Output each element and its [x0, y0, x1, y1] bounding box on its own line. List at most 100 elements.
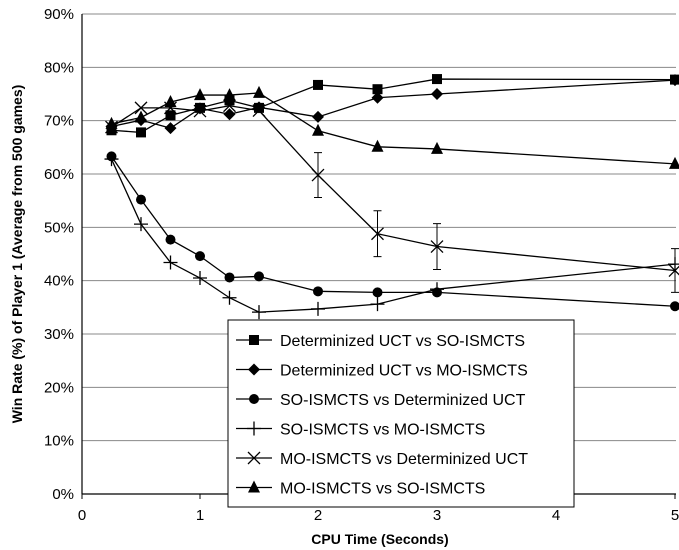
data-point — [165, 234, 176, 245]
data-point — [430, 282, 444, 297]
y-tick-label: 20% — [44, 379, 74, 396]
data-point — [312, 110, 324, 123]
series-triangle — [105, 85, 679, 169]
y-tick-label: 60% — [44, 166, 74, 183]
y-axis-label: Win Rate (%) of Player 1 (Average from 5… — [9, 85, 25, 424]
y-tick-label: 10% — [44, 433, 74, 450]
data-point — [252, 104, 266, 117]
x-tick-label: 3 — [433, 507, 441, 524]
data-point — [163, 255, 178, 270]
data-point — [222, 290, 237, 305]
data-point — [372, 287, 383, 298]
x-axis-label: CPU Time (Seconds) — [311, 531, 448, 547]
data-point — [135, 110, 147, 123]
data-point — [669, 156, 679, 169]
data-point — [431, 141, 443, 154]
legend-item: MO-ISMCTS vs SO-ISMCTS — [236, 480, 485, 498]
data-point — [104, 152, 119, 167]
series-layer — [104, 74, 679, 320]
data-point — [193, 104, 207, 118]
legend-box — [227, 319, 575, 508]
data-point — [164, 95, 177, 107]
series-line — [111, 105, 676, 272]
legend-item: SO-ISMCTS vs Determinized UCT — [236, 392, 526, 409]
legend-label: MO-ISMCTS vs SO-ISMCTS — [280, 481, 485, 498]
data-point — [223, 99, 236, 113]
data-point — [223, 108, 236, 121]
y-tick-label: 0% — [52, 486, 74, 503]
series-plus — [104, 152, 679, 320]
x-tick-label: 0 — [78, 507, 86, 524]
legend-item: Determinized UCT vs SO-ISMCTS — [236, 333, 525, 350]
data-point — [247, 451, 261, 465]
y-tick-label: 30% — [44, 326, 74, 343]
legend-item: MO-ISMCTS vs Determinized UCT — [236, 451, 528, 468]
x-tick-label: 1 — [196, 507, 204, 524]
y-tick-label: 70% — [44, 113, 74, 130]
data-point — [105, 116, 118, 129]
x-tick-labels: 0 1 2 3 4 5 — [78, 507, 679, 524]
data-point — [249, 335, 259, 345]
data-point — [193, 271, 207, 285]
series-line — [110, 158, 676, 313]
legend-label: SO-ISMCTS vs Determinized UCT — [280, 392, 526, 409]
data-point — [313, 79, 323, 90]
legend-label: Determinized UCT vs MO-ISMCTS — [280, 363, 528, 380]
grid-lines — [82, 13, 676, 495]
data-point — [134, 101, 148, 115]
data-point — [248, 363, 260, 376]
data-point — [224, 272, 235, 283]
data-point — [371, 139, 384, 152]
series-diamond — [105, 74, 679, 135]
data-point — [430, 240, 444, 253]
legend-label: MO-ISMCTS vs Determinized UCT — [280, 451, 528, 468]
data-point — [371, 227, 384, 241]
data-point — [195, 251, 205, 262]
series-square — [106, 74, 679, 138]
data-point — [253, 85, 265, 98]
data-point — [165, 110, 176, 121]
data-point — [194, 88, 206, 101]
series-line — [111, 79, 676, 129]
data-point — [432, 74, 442, 85]
data-point — [254, 271, 264, 282]
data-point — [248, 480, 260, 493]
data-point — [136, 194, 146, 205]
series-circle — [106, 151, 679, 312]
data-point — [311, 301, 325, 316]
x-tick-label: 2 — [314, 507, 322, 524]
series-line — [111, 92, 676, 165]
legend-label: SO-ISMCTS vs MO-ISMCTS — [280, 422, 485, 439]
data-point — [223, 88, 236, 101]
data-point — [311, 168, 325, 182]
data-point — [372, 84, 383, 95]
data-point — [249, 394, 259, 404]
series-x — [105, 99, 679, 293]
data-point — [194, 102, 206, 115]
data-point — [224, 95, 235, 106]
data-point — [371, 91, 384, 104]
data-point — [136, 127, 146, 138]
legend-label: Determinized UCT vs SO-ISMCTS — [280, 333, 525, 350]
x-tick-label: 5 — [671, 507, 679, 524]
legend-item: SO-ISMCTS vs MO-ISMCTS — [236, 421, 485, 439]
y-tick-label: 50% — [44, 219, 74, 236]
data-point — [431, 88, 443, 100]
legend: Determinized UCT vs SO-ISMCTS Determinize… — [227, 319, 575, 508]
data-point — [312, 123, 324, 136]
y-tick-label: 40% — [44, 273, 74, 290]
data-point — [669, 74, 679, 87]
data-point — [247, 421, 261, 436]
x-tick-label: 4 — [552, 507, 560, 524]
data-point — [134, 217, 148, 232]
data-point — [313, 286, 323, 297]
legend-item: Determinized UCT vs MO-ISMCTS — [236, 363, 528, 380]
y-tick-labels: 0% 10% 20% 30% 40% 50% 60% 70% 80% 90% — [44, 6, 74, 503]
y-tick-label: 90% — [44, 6, 74, 23]
y-tick-label: 80% — [44, 59, 74, 76]
data-point — [668, 264, 679, 277]
series-line — [110, 156, 676, 307]
data-point — [252, 305, 266, 320]
data-point — [670, 301, 679, 312]
